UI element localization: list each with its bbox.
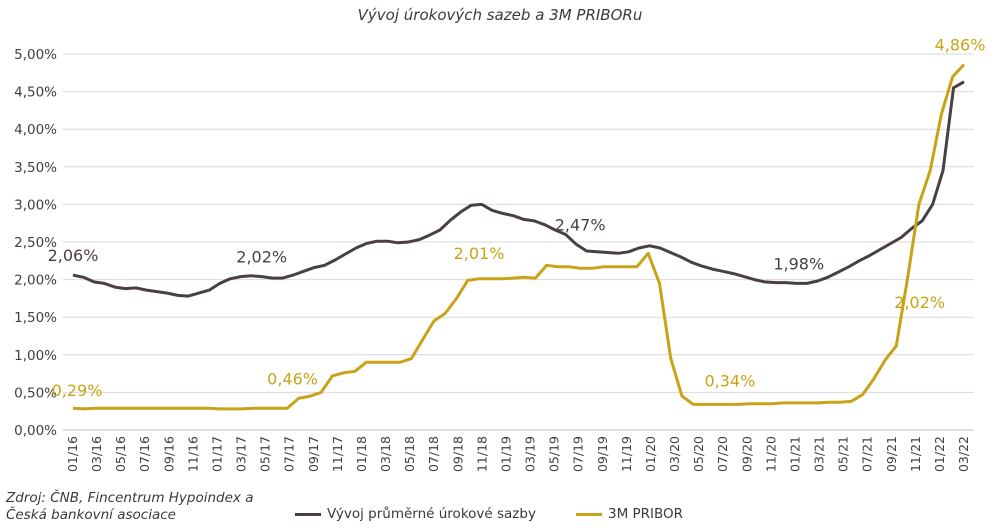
x-tick-label: 05/19 xyxy=(547,436,562,472)
y-tick-label: 2,50% xyxy=(14,235,57,251)
data-labels: 2,06% 2,02% 2,47% 1,98% 0,29% 0,46% 2,01% 0,34%… xyxy=(48,36,986,401)
data-label: 2,01% xyxy=(454,244,505,263)
x-tick-label: 03/20 xyxy=(667,436,682,472)
x-tick-label: 03/19 xyxy=(523,436,538,472)
x-tick-label: 09/17 xyxy=(306,436,321,472)
source-note: Zdroj: ČNB, Fincentrum Hypoindex a Česká… xyxy=(6,490,254,524)
x-tick-label: 01/18 xyxy=(354,436,369,472)
x-tick-label: 03/21 xyxy=(812,436,827,472)
y-tick-label: 3,00% xyxy=(14,197,57,213)
legend-item-rate: Vývoj průměrné úrokové sazby xyxy=(295,506,536,522)
x-tick-label: 05/21 xyxy=(836,436,851,472)
x-tick-label: 07/21 xyxy=(860,436,875,472)
x-tick-label: 11/19 xyxy=(619,436,634,472)
source-line-2: Česká bankovní asociace xyxy=(6,507,176,523)
legend-swatch-rate xyxy=(295,512,321,516)
x-tick-label: 05/16 xyxy=(113,436,128,472)
series-line-3m-pribor xyxy=(72,63,966,411)
y-tick-label: 4,50% xyxy=(14,85,57,101)
y-tick-label: 2,00% xyxy=(14,273,57,289)
x-tick-label: 09/18 xyxy=(450,436,465,472)
x-tick-label: 11/16 xyxy=(185,436,200,472)
line-chart: 0,00% 0,50% 1,00% 1,50% 2,00% 2,50% 3,00% 3,50%… xyxy=(14,36,986,473)
legend: Vývoj průměrné úrokové sazby 3M PRIBOR xyxy=(0,506,1000,526)
x-tick-label: 07/20 xyxy=(715,436,730,472)
x-tick-label: 09/16 xyxy=(161,436,176,472)
data-label: 2,02% xyxy=(894,293,945,312)
y-tick-label: 4,00% xyxy=(14,122,57,138)
x-axis-tick-labels: 01/16 03/16 05/16 07/16 09/16 11/16 01/17 03/17… xyxy=(65,436,971,472)
data-label: 0,34% xyxy=(704,371,755,390)
source-line-1: Zdroj: ČNB, Fincentrum Hypoindex a xyxy=(6,490,254,506)
x-tick-label: 09/21 xyxy=(884,436,899,472)
x-tick-label: 01/16 xyxy=(65,436,80,472)
data-label: 2,06% xyxy=(48,246,99,265)
y-axis-tick-labels: 0,00% 0,50% 1,00% 1,50% 2,00% 2,50% 3,00% 3,50%… xyxy=(14,47,57,439)
y-tick-label: 1,00% xyxy=(14,348,57,364)
y-tick-label: 0,00% xyxy=(14,423,57,439)
x-tick-label: 09/20 xyxy=(739,436,754,472)
legend-label-rate: Vývoj průměrné úrokové sazby xyxy=(327,506,536,522)
data-label: 4,86% xyxy=(935,36,986,55)
x-tick-label: 03/18 xyxy=(378,436,393,472)
x-tick-label: 11/17 xyxy=(330,436,345,472)
legend-swatch-pribor xyxy=(576,512,602,516)
y-tick-label: 5,00% xyxy=(14,47,57,63)
x-tick-label: 07/19 xyxy=(571,436,586,472)
x-tick-label: 11/18 xyxy=(474,436,489,472)
data-label: 1,98% xyxy=(773,254,824,273)
x-tick-label: 01/17 xyxy=(209,436,224,472)
series-lines xyxy=(72,63,966,411)
x-tick-label: 07/17 xyxy=(282,436,297,472)
x-tick-label: 03/16 xyxy=(89,436,104,472)
y-tick-label: 3,50% xyxy=(14,160,57,176)
data-label: 0,29% xyxy=(52,381,103,400)
x-tick-label: 07/18 xyxy=(426,436,441,472)
x-tick-label: 03/17 xyxy=(234,436,249,472)
x-tick-label: 01/21 xyxy=(787,436,802,472)
x-tick-label: 05/18 xyxy=(402,436,417,472)
legend-label-pribor: 3M PRIBOR xyxy=(608,506,684,522)
x-tick-label: 09/19 xyxy=(595,436,610,472)
series-line-average-rate xyxy=(72,80,965,298)
y-tick-label: 0,50% xyxy=(14,385,57,401)
x-tick-label: 05/17 xyxy=(258,436,273,472)
chart-title: Vývoj úrokových sazeb a 3M PRIBORu xyxy=(357,6,643,24)
x-tick-label: 11/21 xyxy=(908,436,923,472)
data-label: 2,47% xyxy=(555,215,606,234)
x-tick-label: 05/20 xyxy=(691,436,706,472)
x-tick-label: 11/20 xyxy=(763,436,778,472)
legend-item-pribor: 3M PRIBOR xyxy=(576,506,683,522)
data-label: 2,02% xyxy=(236,248,287,267)
x-tick-label: 01/22 xyxy=(932,436,947,472)
x-tick-label: 03/22 xyxy=(956,436,971,472)
x-tick-label: 01/20 xyxy=(643,436,658,472)
x-tick-label: 07/16 xyxy=(137,436,152,472)
x-tick-label: 01/19 xyxy=(498,436,513,472)
y-tick-label: 1,50% xyxy=(14,310,57,326)
gridlines xyxy=(63,53,974,431)
data-label: 0,46% xyxy=(267,369,318,388)
